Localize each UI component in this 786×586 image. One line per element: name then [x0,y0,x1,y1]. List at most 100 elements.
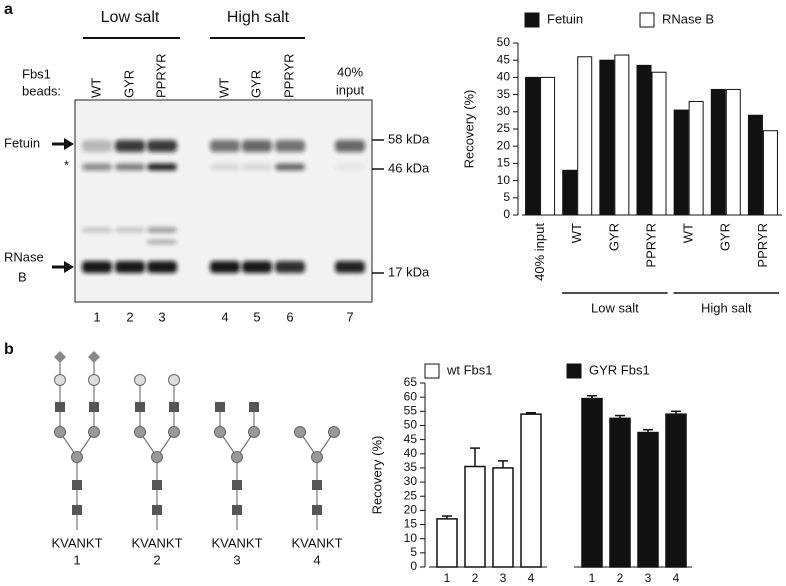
y-tick-label: 5 [410,545,417,559]
y-tick-label: 5 [503,190,510,204]
y-tick-label: 30 [497,104,511,118]
sialic-acid [88,351,100,363]
mannose [54,426,66,438]
gel-group-label: Low salt [101,9,160,26]
y-tick-label: 10 [404,531,418,545]
gel-band [275,261,305,273]
bar [577,56,593,216]
group-label: Low salt [591,300,639,315]
bar [525,76,541,216]
legend-label: Fetuin [547,11,583,26]
x-tick-label: 2 [472,571,479,585]
arrow-head [64,138,74,150]
y-tick-label: 40 [497,70,511,84]
galactose [168,374,180,386]
y-tick-label: 55 [404,403,418,417]
group-label: High salt [701,300,752,315]
bar [609,417,631,568]
gel-band [147,140,177,152]
gel-band [242,261,272,273]
bar [614,54,630,216]
legend-swatch [639,12,655,28]
y-tick-label: 25 [404,488,418,502]
y-tick-label: 0 [503,207,510,221]
gel-band [147,261,177,273]
y-tick-label: 65 [404,375,418,389]
sialic-acid [54,351,66,363]
lane-label: PPRYR [281,53,296,98]
gel-band [147,240,177,244]
glycan-number: 2 [153,552,160,567]
mannose [231,451,243,463]
bar [520,413,542,568]
gel-band [275,140,305,152]
gel-band [82,227,112,233]
input-label: input [336,82,365,97]
y-tick-label: 20 [404,503,418,517]
lane-number: 4 [221,309,228,324]
gel-band [242,163,272,171]
mannose [168,426,180,438]
x-tick-label: 4 [528,571,535,585]
gel-band [335,261,365,273]
galactose [134,374,146,386]
bar [436,518,458,568]
peptide-label: KVANKT [211,535,262,550]
beads-label: beads: [22,83,61,98]
y-axis-label: Recovery (%) [369,436,384,515]
glcnac [232,505,242,515]
lane-number: 2 [126,309,133,324]
y-tick-label: 35 [497,87,511,101]
x-tick-label: 1 [444,571,451,585]
lane-number: 5 [253,309,260,324]
bar [540,76,556,216]
gel-band [335,163,365,171]
x-tick-label: PPRYR [755,223,770,268]
y-tick-label: 20 [497,138,511,152]
gel-band [115,261,145,273]
glcnac [249,402,259,412]
y-tick-label: 30 [404,474,418,488]
bar [581,397,603,568]
glcnac [152,480,162,490]
gel-group-label: High salt [227,9,290,26]
lane-label: GYR [248,70,263,98]
glcnac [152,505,162,515]
mannose [134,426,146,438]
lane-label: GYR [121,70,136,98]
rnase-label: B [18,269,27,284]
bar [725,88,741,216]
y-tick-label: 35 [404,460,418,474]
marker-label: 46 kDa [388,160,430,175]
y-tick-label: 15 [404,517,418,531]
legend-swatch [566,363,582,379]
peptide-label: KVANKT [131,535,182,550]
y-tick-label: 15 [497,156,511,170]
gel-band [82,261,112,273]
mannose [88,426,100,438]
x-tick-label: 40% input [532,223,547,281]
bar [492,467,514,568]
y-tick-label: 50 [404,418,418,432]
glcnac [89,402,99,412]
x-tick-label: GYR [606,223,621,251]
gel-band [82,140,112,152]
gel-band [275,163,305,171]
rnase-label: RNase [4,249,44,264]
gel-band [210,140,240,152]
bar [599,59,615,216]
panel-label: b [4,341,14,358]
glcnac [72,480,82,490]
mannose [328,426,340,438]
x-tick-label: PPRYR [643,223,658,268]
input-label: 40% [337,64,363,79]
lane-label: PPRYR [153,53,168,98]
bar [464,465,486,568]
x-tick-label: 3 [500,571,507,585]
gel-band [147,163,177,171]
gel-band [115,227,145,233]
bar [673,109,689,216]
glcnac [215,402,225,412]
x-tick-label: WT [569,223,584,243]
